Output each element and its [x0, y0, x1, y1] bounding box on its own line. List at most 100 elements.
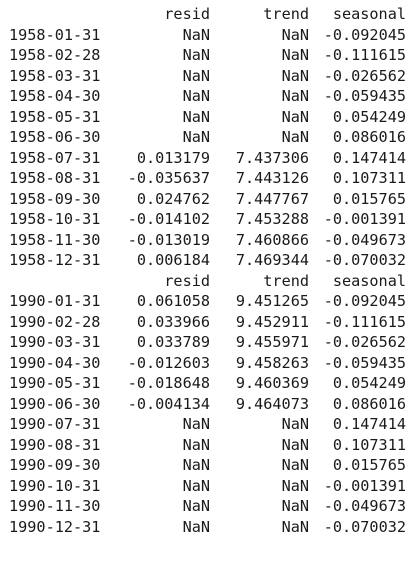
cell-resid: 0.033966	[136, 312, 210, 331]
table-row: 1958-12-31 0.006184 7.469344 -0.070032	[9, 250, 406, 271]
cell-trend: 9.458263	[235, 353, 309, 372]
cell-seasonal: -0.111615	[323, 46, 406, 64]
cell-resid: NaN	[182, 66, 210, 85]
cell-seasonal: 0.054249	[332, 107, 406, 126]
cell-seasonal: 0.107311	[332, 169, 406, 187]
cell-seasonal: -0.059435	[323, 87, 406, 105]
cell-resid: -0.013019	[127, 230, 210, 249]
cell-trend: 9.455971	[235, 333, 309, 351]
dataframe-output: resid trend seasonal 1958-01-31 NaN NaN -0.092…	[9, 4, 406, 537]
cell-trend: 9.460369	[235, 374, 309, 392]
row-index: 1958-09-30	[9, 189, 101, 208]
cell-trend: 9.451265	[235, 292, 309, 310]
cell-trend: NaN	[281, 66, 309, 85]
cell-resid: -0.014102	[127, 210, 210, 228]
row-index: 1990-03-31	[9, 333, 101, 351]
table-row: 1958-09-30 0.024762 7.447767 0.015765	[9, 189, 406, 210]
table-row: 1958-02-28 NaN NaN -0.111615	[9, 45, 406, 66]
row-index: 1958-01-31	[9, 25, 101, 44]
row-index: 1990-09-30	[9, 456, 101, 474]
column-header-trend: trend	[263, 5, 309, 23]
table-row: 1990-04-30 -0.012603 9.458263 -0.059435	[9, 353, 406, 374]
table-row: 1958-06-30 NaN NaN 0.086016	[9, 127, 406, 148]
table-row: 1958-10-31 -0.014102 7.453288 -0.001391	[9, 209, 406, 230]
table-header: resid trend seasonal	[9, 271, 406, 292]
table-row: 1990-05-31 -0.018648 9.460369 0.054249	[9, 373, 406, 394]
table-row: 1990-08-31 NaN NaN 0.107311	[9, 435, 406, 456]
cell-trend: NaN	[281, 456, 309, 474]
cell-trend: NaN	[281, 435, 309, 454]
cell-resid: 0.024762	[136, 189, 210, 208]
table-row: 1990-10-31 NaN NaN -0.001391	[9, 476, 406, 497]
table-row: 1958-11-30 -0.013019 7.460866 -0.049673	[9, 230, 406, 251]
row-index: 1990-02-28	[9, 312, 101, 331]
table-row: 1958-05-31 NaN NaN 0.054249	[9, 107, 406, 128]
cell-trend: 7.443126	[235, 169, 309, 187]
cell-seasonal: 0.107311	[332, 435, 406, 454]
row-index: 1958-05-31	[9, 107, 101, 126]
cell-seasonal: 0.147414	[332, 148, 406, 167]
row-index: 1958-02-28	[9, 46, 101, 64]
cell-trend: NaN	[281, 128, 309, 146]
cell-seasonal: 0.147414	[332, 415, 406, 433]
row-index: 1990-04-30	[9, 353, 101, 372]
cell-resid: NaN	[182, 25, 210, 44]
cell-resid: NaN	[182, 435, 210, 454]
cell-resid: NaN	[182, 107, 210, 126]
cell-resid: NaN	[182, 128, 210, 146]
cell-seasonal: 0.015765	[332, 189, 406, 208]
table-row: 1958-01-31 NaN NaN -0.092045	[9, 25, 406, 46]
cell-resid: 0.006184	[136, 251, 210, 269]
column-header-seasonal: seasonal	[332, 5, 406, 23]
column-header-resid: resid	[164, 271, 210, 290]
cell-trend: 7.460866	[235, 230, 309, 249]
cell-trend: NaN	[281, 107, 309, 126]
cell-seasonal: -0.111615	[323, 312, 406, 331]
column-header-resid: resid	[164, 5, 210, 23]
table-row: 1990-11-30 NaN NaN -0.049673	[9, 496, 406, 517]
cell-trend: NaN	[281, 87, 309, 105]
table-header: resid trend seasonal	[9, 4, 406, 25]
row-index: 1958-07-31	[9, 148, 101, 167]
cell-resid: -0.012603	[127, 353, 210, 372]
cell-seasonal: -0.001391	[323, 476, 406, 495]
index-header	[9, 4, 113, 25]
cell-resid: NaN	[182, 415, 210, 433]
cell-resid: 0.013179	[136, 148, 210, 167]
table-row: 1990-03-31 0.033789 9.455971 -0.026562	[9, 332, 406, 353]
cell-seasonal: -0.059435	[323, 353, 406, 372]
row-index: 1958-08-31	[9, 169, 101, 187]
cell-resid: NaN	[182, 517, 210, 536]
cell-seasonal: -0.070032	[323, 251, 406, 269]
cell-seasonal: -0.092045	[323, 25, 406, 44]
cell-seasonal: 0.086016	[332, 394, 406, 413]
table-row: 1990-12-31 NaN NaN -0.070032	[9, 517, 406, 538]
cell-trend: NaN	[281, 476, 309, 495]
cell-seasonal: 0.015765	[332, 456, 406, 474]
row-index: 1990-05-31	[9, 374, 101, 392]
row-index: 1990-01-31	[9, 292, 101, 310]
cell-trend: NaN	[281, 497, 309, 515]
cell-seasonal: -0.026562	[323, 333, 406, 351]
cell-resid: 0.033789	[136, 333, 210, 351]
row-index: 1990-10-31	[9, 476, 101, 495]
cell-resid: NaN	[182, 456, 210, 474]
row-index: 1990-06-30	[9, 394, 101, 413]
cell-seasonal: -0.049673	[323, 230, 406, 249]
column-header-trend: trend	[263, 271, 309, 290]
cell-resid: NaN	[182, 87, 210, 105]
cell-resid: -0.018648	[127, 374, 210, 392]
cell-seasonal: -0.026562	[323, 66, 406, 85]
table-row: 1958-08-31 -0.035637 7.443126 0.107311	[9, 168, 406, 189]
row-index: 1958-10-31	[9, 210, 101, 228]
table-row: 1958-07-31 0.013179 7.437306 0.147414	[9, 148, 406, 169]
table-row: 1990-06-30 -0.004134 9.464073 0.086016	[9, 394, 406, 415]
cell-trend: 7.447767	[235, 189, 309, 208]
row-index: 1958-03-31	[9, 66, 101, 85]
row-index: 1990-12-31	[9, 517, 101, 536]
row-index: 1990-08-31	[9, 435, 101, 454]
cell-resid: -0.004134	[127, 394, 210, 413]
cell-seasonal: -0.049673	[323, 497, 406, 515]
table-row: 1990-02-28 0.033966 9.452911 -0.111615	[9, 312, 406, 333]
cell-seasonal: -0.070032	[323, 517, 406, 536]
